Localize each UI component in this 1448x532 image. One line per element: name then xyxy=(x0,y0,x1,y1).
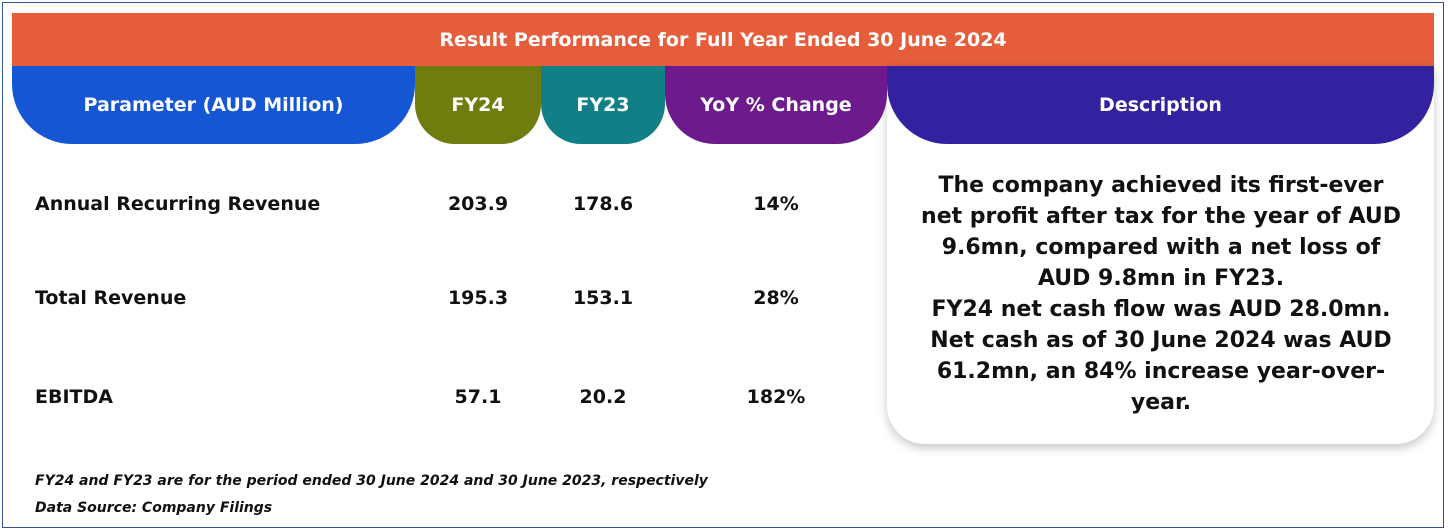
description-line: AUD 9.8mn in FY23. xyxy=(1037,266,1285,291)
description-line: FY24 net cash flow was AUD 28.0mn. xyxy=(931,297,1391,322)
header-description: Description xyxy=(887,66,1434,144)
header-yoy-change: YoY % Change xyxy=(665,66,887,144)
row-fy23-value: 178.6 xyxy=(572,193,634,215)
source-footnote: Data Source: Company Filings xyxy=(35,500,273,516)
description-line: 61.2mn, an 84% increase year-over- xyxy=(936,359,1386,384)
row-fy24-value: 203.9 xyxy=(447,193,509,215)
row-yoy-value: 14% xyxy=(753,193,799,215)
row-fy24-value: 195.3 xyxy=(447,287,509,309)
period-footnote: FY24 and FY23 are for the period ended 3… xyxy=(35,473,708,489)
table-row: Annual Recurring Revenue 203.9 178.6 14% xyxy=(0,184,887,224)
table-row: EBITDA 57.1 20.2 182% xyxy=(0,377,887,417)
row-parameter: Total Revenue xyxy=(35,287,187,309)
description-line: year. xyxy=(1130,390,1192,415)
row-yoy-value: 28% xyxy=(753,287,799,309)
row-fy24-value: 57.1 xyxy=(454,386,502,408)
description-line: 9.6mn, compared with a net loss of xyxy=(941,235,1381,260)
header-parameter: Parameter (AUD Million) xyxy=(12,66,415,144)
description-line: net profit after tax for the year of AUD xyxy=(921,204,1401,229)
row-fy23-value: 20.2 xyxy=(579,386,627,408)
row-parameter: EBITDA xyxy=(35,386,113,408)
header-fy23: FY23 xyxy=(541,66,665,144)
description-line: The company achieved its first-ever xyxy=(938,173,1384,198)
row-parameter: Annual Recurring Revenue xyxy=(35,193,321,215)
table-title: Result Performance for Full Year Ended 3… xyxy=(12,13,1434,66)
description-line: Net cash as of 30 June 2024 was AUD xyxy=(930,328,1392,353)
header-fy24: FY24 xyxy=(415,66,541,144)
description-text: The company achieved its first-ever net … xyxy=(905,170,1417,418)
row-yoy-value: 182% xyxy=(746,386,806,408)
row-fy23-value: 153.1 xyxy=(572,287,634,309)
table-row: Total Revenue 195.3 153.1 28% xyxy=(0,278,887,318)
